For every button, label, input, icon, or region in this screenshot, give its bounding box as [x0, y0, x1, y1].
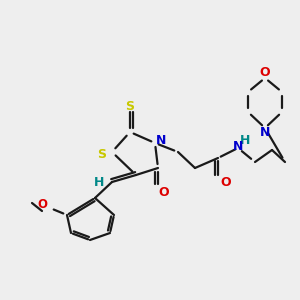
- Text: N: N: [260, 127, 270, 140]
- Text: H: H: [240, 134, 250, 146]
- Text: O: O: [221, 176, 231, 188]
- Text: N: N: [233, 140, 243, 154]
- Text: N: N: [156, 134, 166, 148]
- Text: O: O: [159, 185, 169, 199]
- Text: S: S: [125, 100, 134, 112]
- Text: O: O: [37, 199, 47, 212]
- Text: H: H: [94, 176, 104, 188]
- Text: S: S: [98, 148, 106, 160]
- Text: O: O: [260, 67, 270, 80]
